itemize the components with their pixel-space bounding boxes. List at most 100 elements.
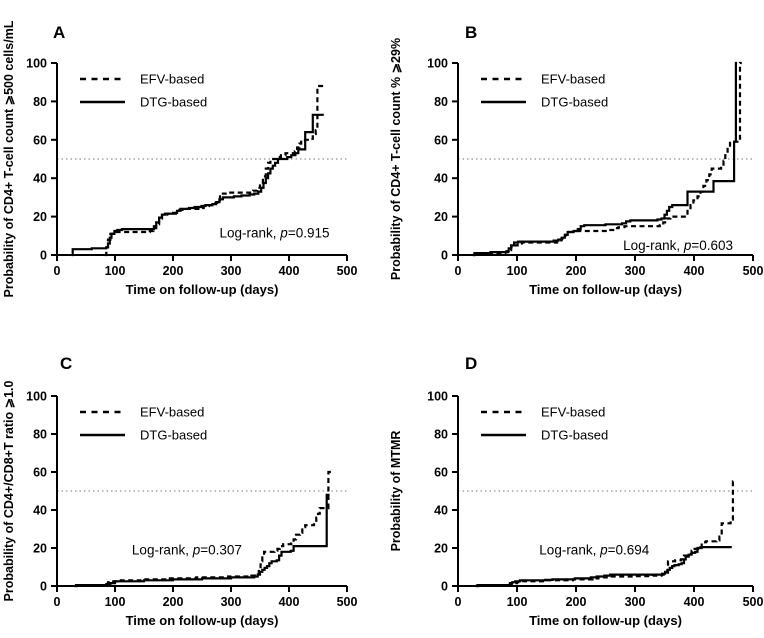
x-tick-label: 100 [105, 595, 126, 609]
x-tick-label: 200 [163, 264, 184, 278]
annotation-prefix: Log-rank, [539, 542, 600, 557]
y-axis-title: Probability of CD4+ T-cell count % ⩾29% [389, 38, 403, 280]
log-rank-annotation: Log-rank, p=0.915 [220, 225, 330, 240]
dtg-curve [475, 546, 732, 588]
x-tick-label: 500 [337, 264, 358, 278]
x-axis-title: Time on follow-up (days) [529, 282, 682, 297]
x-tick-label: 400 [684, 595, 705, 609]
panel-letter: A [53, 23, 65, 42]
x-tick-label: 400 [684, 264, 705, 278]
x-tick-label: 0 [455, 595, 462, 609]
annotation-prefix: Log-rank, [132, 542, 193, 557]
legend-label: EFV-based [140, 405, 204, 420]
efv-curve [472, 61, 742, 257]
legend-label: EFV-based [541, 72, 605, 87]
legend-label: DTG-based [140, 428, 207, 443]
x-axis-title: Time on follow-up (days) [126, 613, 279, 628]
annotation-p-value: =0.307 [200, 542, 242, 557]
chart-svg-C: 0 20 40 60 80 100 0 100 200 300 400 500 EFV-based DTG… [2, 354, 358, 628]
y-tick-label: 60 [33, 133, 47, 147]
x-tick-label: 500 [743, 264, 764, 278]
x-tick-label: 100 [507, 264, 528, 278]
dtg-curve [71, 113, 324, 257]
legend-label: EFV-based [140, 72, 204, 87]
y-tick-label: 20 [434, 542, 448, 556]
x-tick-label: 300 [221, 264, 242, 278]
x-tick-label: 200 [566, 264, 587, 278]
annotation-prefix: Log-rank, [623, 238, 684, 253]
y-tick-label: 0 [40, 249, 47, 263]
y-tick-label: 60 [33, 466, 47, 480]
log-rank-annotation: Log-rank, p=0.603 [623, 238, 733, 253]
log-rank-annotation: Log-rank, p=0.694 [539, 542, 649, 557]
log-rank-annotation: Log-rank, p=0.307 [132, 542, 242, 557]
y-axis-title: Probability of CD4+/CD8+T ratio ⩾1.0 [2, 380, 16, 601]
dtg-curve [74, 493, 330, 588]
y-tick-label: 100 [26, 57, 47, 71]
y-tick-label: 80 [434, 95, 448, 109]
y-tick-label: 80 [33, 428, 47, 442]
chart-svg-A: 0 20 40 60 80 100 0 100 200 300 400 500 EFV-based DTG… [2, 20, 358, 297]
annotation-p-symbol: p [599, 542, 608, 557]
chart-svg-D: 0 20 40 60 80 100 0 100 200 300 400 500 EFV-based DTG… [389, 354, 764, 628]
y-tick-label: 60 [434, 466, 448, 480]
x-tick-label: 500 [337, 595, 358, 609]
y-tick-label: 0 [441, 580, 448, 594]
x-tick-label: 200 [163, 595, 184, 609]
y-tick-label: 100 [427, 57, 448, 71]
y-tick-label: 80 [33, 95, 47, 109]
x-tick-label: 300 [221, 595, 242, 609]
annotation-p-symbol: p [279, 225, 288, 240]
y-axis-title: Probability of MTMR [389, 431, 403, 552]
y-tick-label: 0 [40, 580, 47, 594]
x-tick-label: 0 [54, 264, 61, 278]
panel-B: 0 20 40 60 80 100 0 100 200 300 400 500 EFV-based DTG… [382, 0, 764, 319]
x-tick-label: 100 [507, 595, 528, 609]
y-axis-title: Probability of CD4+ T-cell count ⩾500 ce… [2, 20, 16, 297]
panel-letter: D [465, 354, 477, 373]
y-tick-label: 40 [33, 172, 47, 186]
x-tick-label: 400 [279, 595, 300, 609]
annotation-p-value: =0.694 [608, 542, 650, 557]
legend-label: DTG-based [541, 95, 608, 110]
x-tick-label: 400 [279, 264, 300, 278]
y-tick-label: 40 [33, 504, 47, 518]
x-tick-label: 300 [625, 264, 646, 278]
legend-label: DTG-based [541, 428, 608, 443]
x-tick-label: 0 [455, 264, 462, 278]
legend-label: EFV-based [541, 405, 605, 420]
x-tick-label: 0 [54, 595, 61, 609]
efv-curve [74, 470, 332, 588]
y-tick-label: 20 [434, 210, 448, 224]
y-tick-label: 40 [434, 504, 448, 518]
legend-label: DTG-based [140, 95, 207, 110]
panel-C: 0 20 40 60 80 100 0 100 200 300 400 500 EFV-based DTG… [0, 319, 382, 638]
efv-curve [475, 480, 736, 588]
annotation-p-value: =0.915 [288, 225, 330, 240]
panel-letter: B [465, 23, 477, 42]
x-axis-title: Time on follow-up (days) [126, 282, 279, 297]
x-tick-label: 200 [566, 595, 587, 609]
y-tick-label: 60 [434, 133, 448, 147]
x-tick-label: 300 [625, 595, 646, 609]
annotation-p-value: =0.603 [691, 238, 733, 253]
annotation-p-symbol: p [683, 238, 692, 253]
y-tick-label: 0 [441, 249, 448, 263]
x-tick-label: 500 [743, 595, 764, 609]
dtg-curve [472, 61, 738, 257]
y-tick-label: 40 [434, 172, 448, 186]
y-tick-label: 20 [33, 542, 47, 556]
panel-D: 0 20 40 60 80 100 0 100 200 300 400 500 EFV-based DTG… [382, 319, 764, 638]
panel-A: 0 20 40 60 80 100 0 100 200 300 400 500 EFV-based DTG… [0, 0, 382, 319]
y-tick-label: 20 [33, 210, 47, 224]
y-tick-label: 80 [434, 428, 448, 442]
chart-svg-B: 0 20 40 60 80 100 0 100 200 300 400 500 EFV-based DTG… [389, 23, 764, 297]
y-tick-label: 100 [427, 390, 448, 404]
y-tick-label: 100 [26, 390, 47, 404]
annotation-prefix: Log-rank, [220, 225, 281, 240]
panel-letter: C [60, 354, 72, 373]
annotation-p-symbol: p [192, 542, 201, 557]
x-tick-label: 100 [105, 264, 126, 278]
x-axis-title: Time on follow-up (days) [529, 613, 682, 628]
